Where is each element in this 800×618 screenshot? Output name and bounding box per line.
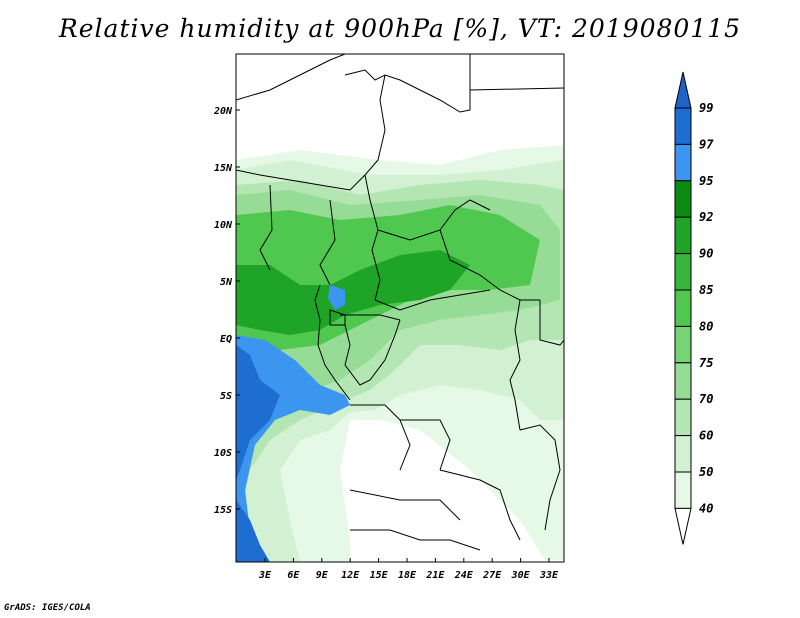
colorbar-bin [674, 289, 692, 327]
lat-label: 15S [214, 505, 232, 516]
lon-label: 27E [482, 570, 502, 581]
colorbar-label: 90 [699, 247, 713, 261]
colorbar-label: 99 [699, 101, 713, 115]
humidity-95-patch [328, 285, 345, 310]
colorbar-bin [674, 143, 692, 182]
lat-label: 5N [220, 277, 233, 288]
colorbar-label: 60 [699, 429, 713, 443]
lon-label: 6E [287, 570, 300, 581]
colorbar-bin [674, 107, 692, 145]
lon-label: 3E [258, 570, 272, 581]
colorbar-label: 85 [699, 283, 713, 297]
lon-label: 18E [398, 570, 417, 581]
colorbar-bin [674, 253, 692, 291]
colorbar-top-arrow [674, 71, 692, 109]
lon-label: 21E [425, 570, 445, 581]
colorbar-bin [674, 325, 692, 364]
lon-label: 24E [454, 570, 474, 581]
humidity-97-field [236, 345, 280, 562]
country-borders [236, 54, 564, 551]
colorbar-bottom-arrow [674, 507, 692, 545]
colorbar-label: 70 [699, 392, 713, 406]
lon-label: 15E [370, 570, 389, 581]
lat-label: 20N [213, 106, 233, 117]
lon-label: 33E [539, 570, 559, 581]
colorbar-bin [674, 398, 692, 437]
colorbar-label: 95 [699, 174, 713, 188]
lat-label: 10S [214, 448, 232, 459]
lat-label: 15N [214, 163, 233, 174]
map-title: Relative humidity at 900hPa [%], VT: 201… [58, 14, 742, 43]
lat-label: 5S [220, 391, 232, 402]
colorbar-label: 50 [699, 465, 713, 479]
longitude-axis: 3E 6E 9E 12E 15E 18E 21E 24E 27E 30E 33E [258, 558, 559, 581]
colorbar-label: 80 [699, 319, 713, 333]
colorbar-label: 97 [699, 137, 714, 151]
lat-label: EQ [220, 334, 232, 345]
colorbar-label: 92 [699, 210, 713, 224]
colorbar-bin [674, 362, 692, 400]
map-frame [235, 53, 565, 563]
colorbar-bin [674, 216, 692, 255]
latitude-axis: 20N 15N 10N 5N EQ 5S 10S 15S [213, 106, 240, 516]
colorbar-label: 75 [699, 356, 713, 370]
lon-label: 12E [341, 570, 360, 581]
colorbar-bin [674, 435, 692, 473]
humidity-90-field [236, 250, 470, 335]
lon-label: 9E [316, 570, 329, 581]
colorbar-label: 40 [699, 501, 713, 515]
credit-text: GrADS: IGES/COLA [4, 603, 91, 613]
lon-label: 30E [511, 570, 531, 581]
colorbar-bin [674, 471, 692, 509]
colorbar: 99 97 95 92 90 85 80 75 70 60 50 40 [674, 71, 714, 545]
colorbar-bin [674, 180, 692, 218]
lat-label: 10N [214, 220, 233, 231]
humidity-map [236, 54, 564, 562]
